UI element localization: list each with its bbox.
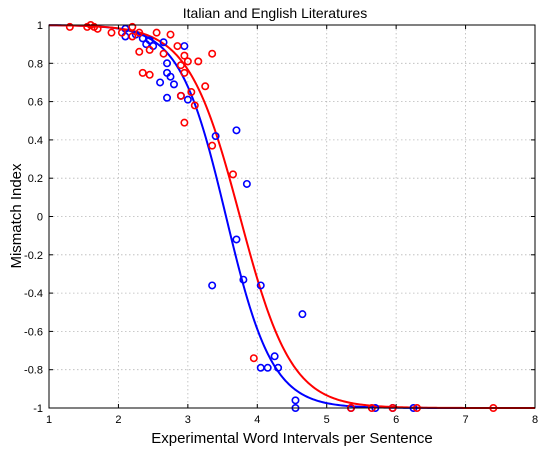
x-tick-label: 1: [46, 414, 52, 426]
y-tick-label: 1: [37, 20, 43, 32]
y-tick-label: 0.2: [28, 173, 43, 185]
data-point-series-1: [242, 179, 251, 188]
y-tick-label: -0.8: [24, 365, 43, 377]
data-point-series-1: [169, 80, 178, 89]
x-tick-label: 8: [532, 414, 538, 426]
data-point-series-1: [138, 34, 147, 43]
data-point-series-1: [183, 95, 192, 104]
data-point-series-2: [128, 22, 137, 31]
data-point-series-1: [156, 78, 165, 87]
data-point-series-2: [249, 354, 258, 363]
y-tick-label: -0.4: [24, 288, 43, 300]
chart-title: Italian and English Literatures: [183, 5, 367, 21]
data-point-series-1: [208, 281, 217, 290]
data-point-series-2: [145, 70, 154, 79]
y-axis-label: Mismatch Index: [8, 163, 25, 269]
y-tick-label: 0.4: [28, 135, 43, 147]
data-point-series-1: [163, 93, 172, 102]
data-point-series-2: [138, 68, 147, 77]
y-tick-label: 0.8: [28, 58, 43, 70]
data-point-series-2: [180, 68, 189, 77]
data-point-series-1: [291, 396, 300, 405]
data-point-series-1: [232, 235, 241, 244]
data-point-series-2: [176, 91, 185, 100]
data-point-series-2: [208, 49, 217, 58]
y-tick-label: 0.6: [28, 97, 43, 109]
y-tick-label: -0.6: [24, 326, 43, 338]
data-point-series-1: [180, 42, 189, 51]
data-point-series-2: [187, 88, 196, 97]
data-point-series-1: [239, 275, 248, 284]
data-point-series-2: [135, 47, 144, 56]
x-tick-label: 5: [324, 414, 330, 426]
data-point-series-1: [142, 40, 151, 49]
data-point-series-1: [256, 363, 265, 372]
x-axis-label: Experimental Word Intervals per Sentence: [151, 430, 433, 447]
data-point-series-2: [107, 28, 116, 37]
x-tick-label: 2: [115, 414, 121, 426]
data-point-series-2: [159, 49, 168, 58]
data-point-series-2: [180, 118, 189, 127]
y-tick-label: -0.2: [24, 250, 43, 262]
data-point-series-2: [208, 141, 217, 150]
data-point-series-1: [232, 126, 241, 135]
data-point-series-2: [135, 28, 144, 37]
data-point-series-2: [166, 30, 175, 39]
x-tick-label: 3: [185, 414, 191, 426]
data-point-series-2: [65, 22, 74, 31]
x-tick-label: 7: [463, 414, 469, 426]
x-tick-label: 4: [254, 414, 260, 426]
data-point-series-1: [163, 59, 172, 68]
data-point-series-2: [180, 51, 189, 60]
data-point-series-1: [263, 363, 272, 372]
data-point-series-1: [256, 281, 265, 290]
y-tick-label: -1: [33, 403, 43, 415]
grid-layer: [49, 25, 535, 408]
data-point-series-2: [117, 28, 126, 37]
data-point-series-1: [159, 38, 168, 47]
data-point-series-2: [194, 57, 203, 66]
tick-layer: 1 2 3 4 5 6 7 8 -1 -0.8 -0.6 -0.4 -0.2 0 0.2 0.4 0.6 0.8 1: [24, 20, 538, 426]
data-point-series-1: [166, 72, 175, 81]
y-tick-label: 0: [37, 212, 43, 224]
data-point-series-1: [298, 310, 307, 319]
data-point-series-2: [173, 42, 182, 51]
data-point-series-1: [211, 132, 220, 141]
data-point-series-2: [145, 45, 154, 54]
data-point-series-2: [228, 170, 237, 179]
x-tick-label: 6: [393, 414, 399, 426]
data-point-series-1: [274, 363, 283, 372]
data-point-series-2: [201, 82, 210, 91]
data-point-series-1: [270, 352, 279, 361]
data-point-series-2: [190, 101, 199, 110]
data-point-series-2: [176, 61, 185, 70]
data-point-series-2: [93, 24, 102, 33]
data-point-series-2: [128, 32, 137, 41]
data-point-series-2: [152, 28, 161, 37]
data-point-series-2: [183, 57, 192, 66]
